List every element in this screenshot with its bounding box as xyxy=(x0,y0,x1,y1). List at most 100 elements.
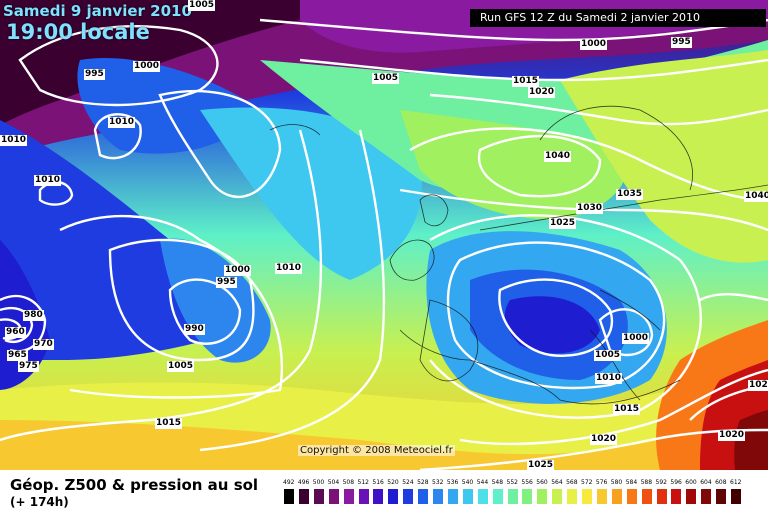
isobar-label: 1000 xyxy=(133,61,161,72)
isobar-label: 1020 xyxy=(528,87,556,98)
model-run-label: Run GFS 12 Z du Samedi 2 janvier 2010 xyxy=(470,9,766,27)
legend-swatch xyxy=(403,489,414,504)
forecast-lead-time: (+ 174h) xyxy=(10,495,69,509)
legend-swatch xyxy=(522,489,533,504)
legend-swatch xyxy=(433,489,443,504)
legend-value: 596 xyxy=(670,479,682,486)
legend-swatch xyxy=(731,489,741,504)
legend-swatch xyxy=(492,489,503,504)
legend-swatch xyxy=(671,489,682,504)
isobar-label: 1020 xyxy=(748,380,768,391)
isobar-label: 995 xyxy=(84,69,105,80)
map-image xyxy=(0,0,768,470)
legend-swatch xyxy=(567,489,578,504)
forecast-time: 19:00 locale xyxy=(6,20,150,44)
legend-value: 580 xyxy=(610,479,623,486)
legend-entry: 516 xyxy=(372,478,384,506)
legend-swatch xyxy=(343,489,354,504)
legend-swatch xyxy=(686,489,697,504)
isobar-label: 1000 xyxy=(622,333,650,344)
legend-entry: 512 xyxy=(358,478,369,506)
isobar-label: 990 xyxy=(184,324,205,335)
isobar-label: 975 xyxy=(18,361,39,372)
copyright-notice: Copyright © 2008 Meteociel.fr xyxy=(298,445,455,456)
legend-swatch xyxy=(552,489,563,504)
legend-value: 560 xyxy=(536,479,548,486)
legend-swatch xyxy=(596,489,607,504)
isobar-label: 1005 xyxy=(167,361,195,372)
legend-value: 516 xyxy=(372,479,384,486)
legend-entry: 500 xyxy=(313,478,324,506)
isobar-label: 1005 xyxy=(372,73,400,84)
legend-entry: 592 xyxy=(656,478,667,506)
isobar-label: 1025 xyxy=(549,218,577,229)
legend-entry: 552 xyxy=(507,478,518,506)
legend-entry: 504 xyxy=(328,478,339,506)
legend-value: 532 xyxy=(432,479,444,486)
legend-swatch xyxy=(388,489,399,504)
legend-value: 548 xyxy=(491,479,504,486)
legend-entry: 568 xyxy=(566,478,578,506)
legend-entry: 580 xyxy=(611,478,622,506)
legend-value: 556 xyxy=(521,479,533,486)
legend-swatch xyxy=(716,489,727,504)
isobar-label: 1010 xyxy=(595,373,623,384)
legend-entry: 536 xyxy=(447,478,458,506)
legend-value: 568 xyxy=(566,479,578,486)
legend-entry: 508 xyxy=(343,478,354,506)
legend-value: 520 xyxy=(387,479,399,486)
legend-value: 544 xyxy=(476,479,489,486)
isobar-label: 1020 xyxy=(718,430,746,441)
isobar-label: 1025 xyxy=(527,460,555,470)
legend-swatch xyxy=(477,489,488,504)
legend-value: 496 xyxy=(297,479,310,486)
legend-entry: 612 xyxy=(730,478,741,506)
legend-swatch xyxy=(656,489,667,504)
legend-entry: 588 xyxy=(641,478,652,506)
legend-swatch xyxy=(626,489,637,504)
legend-entry: 560 xyxy=(536,478,548,506)
weather-map: Samedi 9 janvier 2010 19:00 locale Run G… xyxy=(0,0,768,470)
legend-swatch xyxy=(507,489,518,504)
isobar-label: 995 xyxy=(671,37,692,48)
legend-value: 504 xyxy=(327,479,340,486)
legend-entry: 532 xyxy=(432,478,443,506)
isobar-label: 1030 xyxy=(576,203,604,214)
legend-value: 600 xyxy=(685,479,697,486)
legend-swatch xyxy=(611,489,622,504)
legend-swatch xyxy=(373,489,384,504)
legend-value: 584 xyxy=(625,479,638,486)
isobar-label: 1010 xyxy=(0,135,28,146)
isobar-label: 1040 xyxy=(744,191,768,202)
isobar-label: 1020 xyxy=(590,434,618,445)
legend-value: 512 xyxy=(357,479,369,486)
legend-entry: 544 xyxy=(477,478,488,506)
legend-swatch xyxy=(284,489,294,504)
legend-swatch xyxy=(328,489,339,504)
legend-value: 588 xyxy=(640,479,653,486)
legend-value: 540 xyxy=(461,479,474,486)
isobar-label: 970 xyxy=(33,339,54,350)
isobar-label: 1010 xyxy=(108,117,136,128)
legend-entry: 572 xyxy=(581,478,592,506)
legend-entry: 492 xyxy=(283,478,294,506)
legend-entry: 524 xyxy=(402,478,414,506)
legend-swatch xyxy=(358,489,369,504)
map-footer: Géop. Z500 & pression au sol (+ 174h) 49… xyxy=(0,470,768,512)
legend-swatch xyxy=(701,489,712,504)
legend-value: 576 xyxy=(595,479,608,486)
legend-value: 612 xyxy=(730,479,742,486)
isobar-label: 1015 xyxy=(155,418,183,429)
legend-entry: 608 xyxy=(715,478,727,506)
legend-value: 524 xyxy=(402,479,414,486)
legend-entry: 604 xyxy=(700,478,712,506)
isobar-label: 1010 xyxy=(34,175,62,186)
isobar-label: 1015 xyxy=(512,76,540,87)
legend-value: 500 xyxy=(312,479,325,486)
legend-entry: 496 xyxy=(298,478,309,506)
isobar-label: 1005 xyxy=(188,0,216,11)
isobar-label: 1035 xyxy=(616,189,644,200)
legend-value: 536 xyxy=(446,479,459,486)
isobar-label: 960 xyxy=(5,327,26,338)
legend-value: 528 xyxy=(417,479,429,486)
